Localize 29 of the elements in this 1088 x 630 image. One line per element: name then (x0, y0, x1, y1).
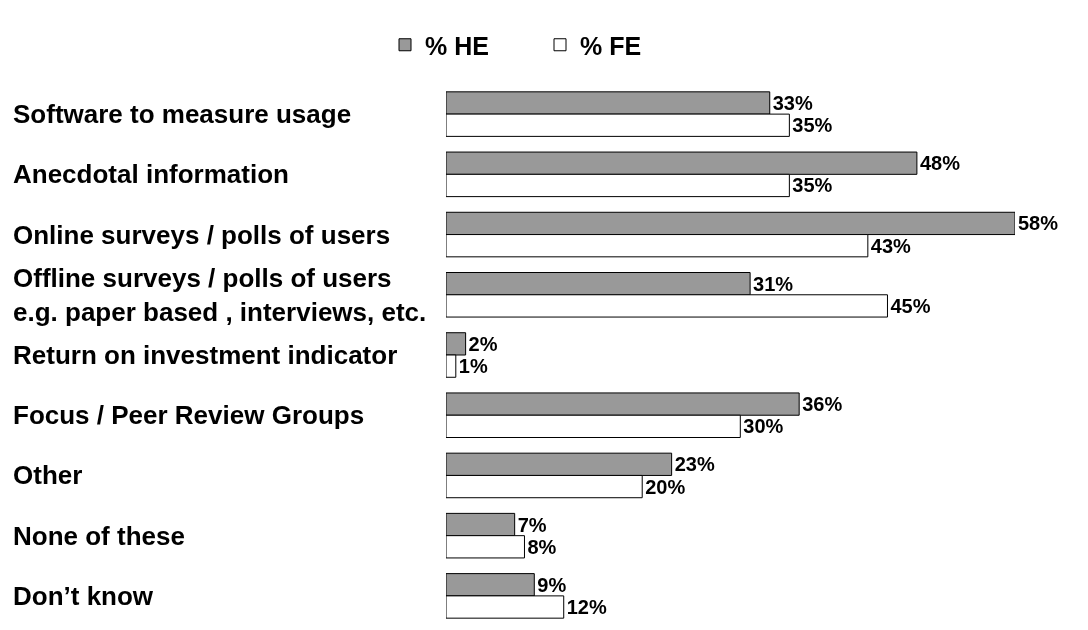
data-label: 48% (919, 152, 961, 175)
y-tick-label: Return on investment indicator (13, 340, 398, 370)
y-tick-label: Focus / Peer Review Groups (13, 400, 365, 430)
data-label: 12% (566, 596, 607, 619)
y-tick-label: Other (13, 460, 83, 490)
data-label: 35% (792, 114, 833, 137)
y-tick-label: Software to measure usage (13, 99, 352, 129)
data-label: 20% (645, 475, 686, 498)
data-label: 58% (1018, 212, 1059, 235)
data-label: 33% (772, 91, 813, 114)
data-label: 31% (753, 272, 794, 295)
data-label: 9% (537, 573, 567, 596)
y-tick-label: Offline surveys / polls of users e.g. paper based , interviews, etc. (13, 263, 427, 327)
data-label: 36% (802, 393, 843, 416)
data-label: 23% (674, 453, 715, 476)
legend-label: % FE (580, 31, 642, 60)
data-label: 35% (792, 174, 833, 197)
data-label: 43% (870, 234, 912, 257)
y-tick-label: Don’t know (13, 581, 154, 611)
data-label: 45% (890, 294, 931, 317)
data-label: 30% (743, 415, 784, 438)
y-tick-label: Online surveys / polls of users (13, 220, 391, 250)
data-label: 8% (527, 535, 557, 558)
data-label: 2% (468, 332, 498, 355)
y-tick-label: Anecdotal information (13, 159, 289, 189)
data-label: 7% (517, 513, 547, 536)
y-tick-label: None of these (13, 521, 185, 551)
data-label: 1% (458, 355, 488, 378)
legend-label: % HE (425, 31, 489, 60)
